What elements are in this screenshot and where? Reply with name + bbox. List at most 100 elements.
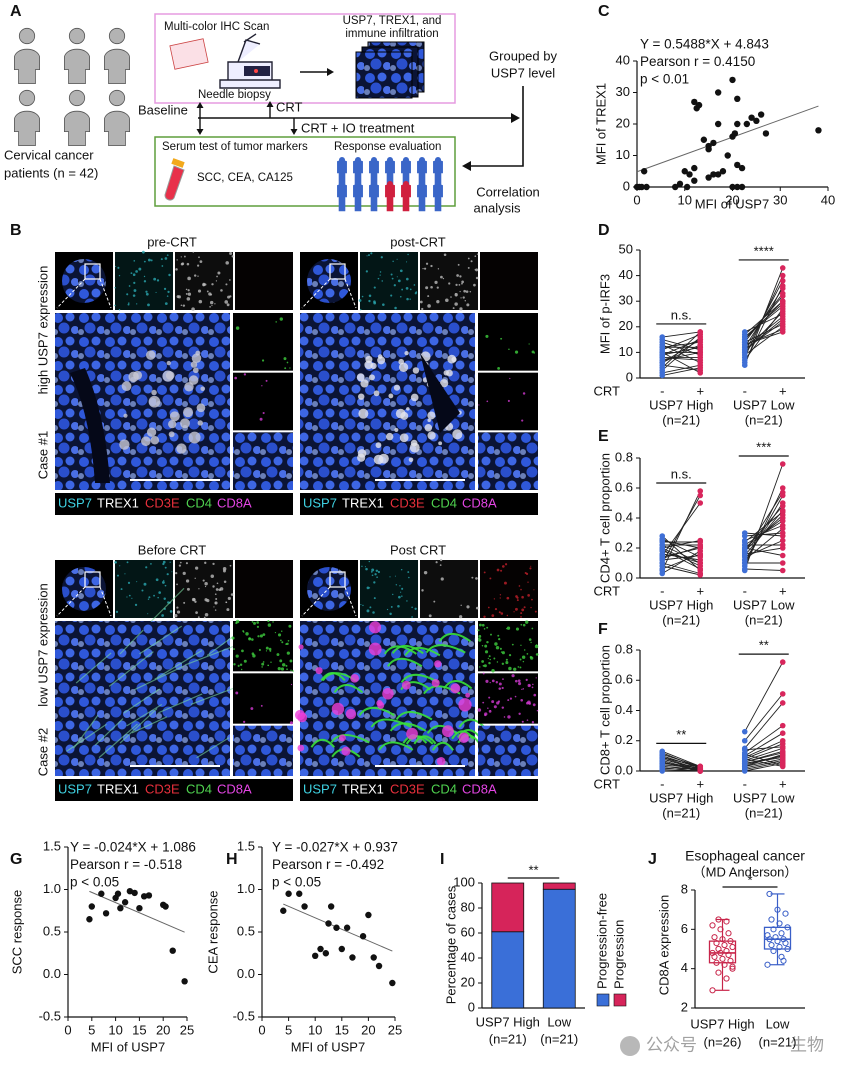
x-sub-label: (n=21): [540, 1031, 578, 1046]
y-tick-label: 1.5: [43, 838, 61, 853]
signal: [467, 266, 470, 269]
signal: [212, 585, 215, 588]
signal: [147, 598, 150, 600]
y-tick-label: 0.0: [615, 762, 633, 777]
data-point: [770, 926, 777, 933]
fiber: [126, 704, 163, 727]
signal: [356, 373, 365, 382]
stain-legend: TREX1: [342, 495, 384, 510]
y-tick-label: 0.5: [43, 923, 61, 938]
data-point: [719, 955, 726, 962]
legend-bar: [55, 493, 293, 515]
x-tick-label: 0: [633, 192, 640, 207]
signal: [357, 453, 366, 462]
signal: [191, 597, 196, 602]
signal: [406, 277, 409, 281]
signal: [176, 259, 178, 261]
signal: [523, 606, 526, 609]
pair-line: [744, 502, 784, 561]
signal: [267, 620, 270, 623]
data-point: [766, 890, 773, 898]
signal: [135, 270, 138, 273]
pair-line: [744, 328, 783, 346]
data-point: [659, 546, 666, 553]
stain-legend: CD3E: [390, 781, 425, 796]
signal: [114, 304, 116, 307]
y-tick-label: -0.5: [39, 1008, 61, 1023]
signal: [527, 594, 530, 597]
signal: [164, 302, 168, 306]
condition-label: -: [660, 583, 664, 598]
signal: [486, 626, 489, 629]
signal: [439, 564, 442, 567]
signal: [370, 570, 373, 573]
signal: [366, 255, 368, 257]
signal: [292, 670, 294, 672]
signal: [506, 596, 510, 600]
data-point: [778, 930, 785, 937]
annotation: p < 0.05: [70, 875, 119, 890]
y-tick-label: 1.0: [43, 881, 61, 896]
crt-io-label: CRT + IO treatment: [301, 120, 415, 135]
data-point: [705, 146, 712, 153]
y-tick-label: 50: [619, 241, 633, 256]
signal: [519, 658, 522, 661]
signal: [281, 663, 286, 667]
y-tick-label: 100: [453, 874, 475, 889]
annotation: p < 0.05: [272, 875, 321, 890]
ihc-output-label: immune infiltration: [345, 28, 438, 40]
signal: [529, 567, 532, 570]
data-point: [731, 130, 739, 137]
data-point: [723, 975, 730, 982]
pair-line: [744, 753, 783, 767]
stain-legend: USP7: [58, 495, 92, 510]
data-point: [779, 659, 786, 665]
person-body: [417, 184, 427, 212]
signal: [531, 686, 534, 689]
needle-biopsy-label: Needle biopsy: [198, 89, 271, 101]
data-point: [659, 334, 666, 340]
signal: [185, 562, 188, 565]
data-point: [131, 889, 138, 897]
signal: [466, 605, 470, 609]
signal: [519, 666, 522, 669]
group-n-label: (n=21): [662, 805, 700, 820]
pair-line: [744, 759, 783, 769]
signal: [259, 634, 263, 638]
data-point: [719, 936, 726, 943]
data-point: [697, 539, 704, 545]
pair-line: [662, 549, 701, 570]
signal: [493, 705, 497, 709]
signal: [161, 581, 165, 584]
legend-label: Progression-free: [594, 893, 609, 989]
data-point: [779, 533, 786, 539]
data-point: [691, 164, 698, 172]
signal: [262, 633, 266, 636]
signal: [191, 307, 195, 311]
signal: [368, 294, 372, 298]
signal: [503, 581, 507, 585]
micrograph-thumb: [235, 252, 293, 310]
signal: [501, 706, 505, 709]
person-body: [385, 184, 395, 212]
signal: [284, 367, 287, 370]
data-point: [734, 95, 741, 103]
data-point: [729, 76, 736, 84]
y-tick-label: 40: [619, 267, 633, 282]
signal: [366, 586, 370, 590]
person-body: [14, 110, 40, 146]
data-point: [780, 957, 787, 964]
group-label: USP7 Low: [733, 597, 795, 612]
signal: [285, 664, 288, 667]
signal: [364, 566, 366, 568]
data-point: [729, 965, 736, 972]
signal: [220, 289, 223, 292]
signal: [147, 258, 151, 262]
annotation: Pearson r = 0.4150: [640, 54, 755, 69]
data-point: [280, 907, 287, 914]
signal: [484, 644, 488, 648]
pair-line: [744, 528, 784, 561]
signal: [436, 299, 440, 304]
signal: [242, 630, 245, 632]
signal: [496, 661, 499, 663]
